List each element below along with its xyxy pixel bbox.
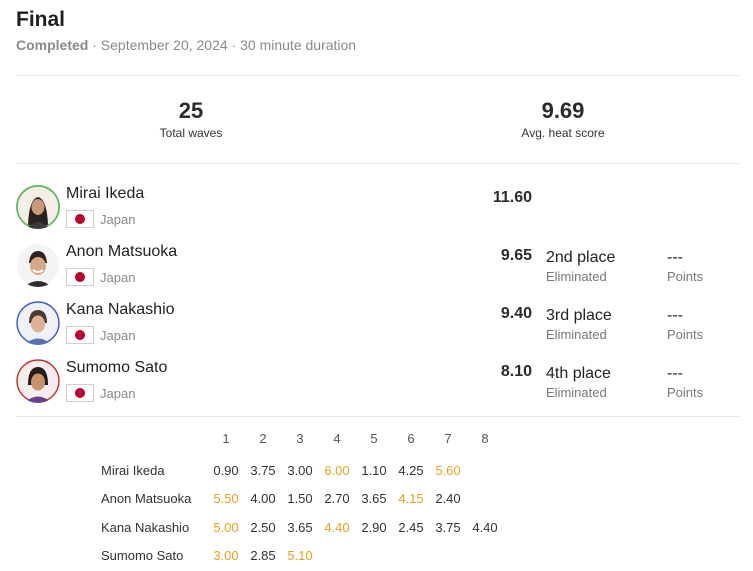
surfer-name[interactable]: Anon Matsuoka — [66, 243, 178, 260]
separator: · — [231, 37, 237, 53]
wave-score: 4.00 — [250, 491, 276, 506]
points-label: Points — [667, 269, 704, 284]
points-label: Points — [667, 327, 704, 342]
heat-total-score: 11.60 — [492, 189, 532, 206]
wave-score: 4.15 — [398, 491, 424, 506]
heat-total-score: 9.40 — [500, 305, 532, 322]
wave-number-header: 1 — [222, 431, 230, 446]
wave-number-header: 7 — [444, 431, 452, 446]
wave-score: 2.50 — [250, 520, 276, 535]
total-waves-label: Total waves — [159, 126, 223, 140]
surfer-country: Japan — [100, 386, 136, 401]
wave-score: 3.65 — [361, 491, 387, 506]
wave-number-header: 4 — [333, 431, 341, 446]
heat-duration: 30 minute duration — [240, 37, 357, 53]
wave-row-surfer-name: Kana Nakashio — [101, 520, 190, 535]
place-status: Eliminated — [546, 385, 607, 400]
points-value: --- — [667, 307, 683, 324]
surfer-country: Japan — [100, 328, 136, 343]
heat-total-score: 8.10 — [500, 363, 532, 380]
wave-score: 3.65 — [287, 520, 313, 535]
wave-score: 4.40 — [324, 520, 350, 535]
wave-row-surfer-name: Anon Matsuoka — [101, 491, 192, 506]
place-status: Eliminated — [546, 327, 607, 342]
wave-score: 1.10 — [361, 463, 387, 478]
points-value: --- — [667, 365, 683, 382]
surfer-name[interactable]: Sumomo Sato — [66, 359, 168, 376]
surfer-country: Japan — [100, 270, 136, 285]
wave-score: 2.70 — [324, 491, 350, 506]
avatar — [16, 359, 60, 403]
place-label: 4th place — [546, 365, 611, 382]
heat-date: September 20, 2024 — [100, 37, 228, 53]
wave-number-header: 6 — [407, 431, 415, 446]
japan-flag-icon — [66, 210, 94, 228]
wave-score: 2.40 — [435, 491, 461, 506]
wave-score: 4.25 — [398, 463, 424, 478]
surfer-name[interactable]: Kana Nakashio — [66, 301, 175, 318]
wave-score: 3.75 — [250, 463, 276, 478]
wave-score: 0.90 — [213, 463, 239, 478]
total-waves-stat: 25 Total waves — [91, 98, 291, 140]
surfer-row[interactable]: Kana Nakashio Japan 9.40 3rd place Elimi… — [16, 301, 740, 351]
heat-subtitle: Completed · September 20, 2024 · 30 minu… — [16, 37, 356, 53]
wave-score: 5.00 — [213, 520, 239, 535]
wave-number-header: 8 — [481, 431, 489, 446]
wave-row-surfer-name: Sumomo Sato — [101, 548, 184, 563]
avatar — [16, 301, 60, 345]
wave-score: 5.60 — [435, 463, 461, 478]
wave-score: 2.45 — [398, 520, 424, 535]
wave-score: 4.40 — [472, 520, 498, 535]
wave-score: 5.10 — [287, 548, 313, 563]
heat-total-score: 9.65 — [500, 247, 532, 264]
wave-number-header: 2 — [259, 431, 267, 446]
wave-score: 2.85 — [250, 548, 276, 563]
avg-score-value: 9.69 — [541, 98, 585, 123]
divider — [16, 416, 740, 417]
wave-score: 3.00 — [287, 463, 313, 478]
wave-score: 3.00 — [213, 548, 239, 563]
points-label: Points — [667, 385, 704, 400]
wave-score: 6.00 — [324, 463, 350, 478]
wave-number-header: 3 — [296, 431, 304, 446]
divider — [16, 163, 740, 164]
surfer-row[interactable]: Sumomo Sato Japan 8.10 4th place Elimina… — [16, 359, 740, 409]
surfer-row[interactable]: Mirai Ikeda Japan 11.60 — [16, 185, 740, 235]
avatar — [16, 185, 60, 229]
heat-status: Completed — [16, 37, 89, 53]
japan-flag-icon — [66, 384, 94, 402]
japan-flag-icon — [66, 268, 94, 286]
surfer-name[interactable]: Mirai Ikeda — [66, 185, 145, 202]
wave-score: 3.75 — [435, 520, 461, 535]
avatar — [16, 243, 60, 287]
place-label: 3rd place — [546, 307, 612, 324]
wave-score: 2.90 — [361, 520, 387, 535]
surfer-country: Japan — [100, 212, 136, 227]
wave-score: 5.50 — [213, 491, 239, 506]
divider — [16, 75, 740, 76]
heat-title: Final — [16, 8, 66, 31]
total-waves-value: 25 — [178, 98, 204, 123]
avg-score-label: Avg. heat score — [521, 126, 605, 140]
separator: · — [92, 37, 97, 53]
avg-score-stat: 9.69 Avg. heat score — [463, 98, 663, 140]
wave-number-header: 5 — [370, 431, 378, 446]
place-status: Eliminated — [546, 269, 607, 284]
wave-row-surfer-name: Mirai Ikeda — [101, 463, 165, 478]
japan-flag-icon — [66, 326, 94, 344]
place-label: 2nd place — [546, 249, 616, 266]
surfer-row[interactable]: Anon Matsuoka Japan 9.65 2nd place Elimi… — [16, 243, 740, 293]
wave-score: 1.50 — [287, 491, 313, 506]
points-value: --- — [667, 249, 683, 266]
